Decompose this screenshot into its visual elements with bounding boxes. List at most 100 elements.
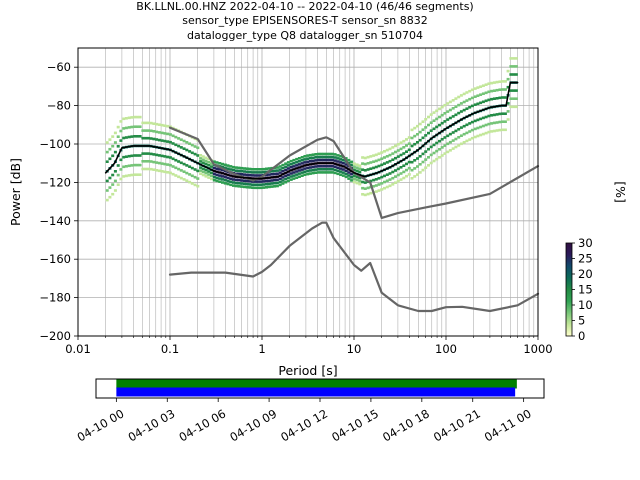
- heatmap-cell: [462, 92, 466, 96]
- heatmap-cell: [319, 168, 323, 171]
- heatmap-cell: [498, 120, 502, 124]
- heatmap-cell: [149, 167, 153, 171]
- heatmap-cell: [308, 153, 312, 157]
- heatmap-cell: [141, 121, 145, 125]
- heatmap-cell: [484, 91, 488, 95]
- heatmap-cell: [188, 142, 192, 145]
- heatmap-cell: [292, 162, 296, 165]
- heatmap-cell: [495, 113, 499, 116]
- heatmap-cell: [358, 164, 362, 167]
- heatmap-cell: [234, 166, 238, 169]
- heatmap-cell: [459, 142, 463, 146]
- heatmap-cell: [138, 173, 142, 176]
- heatmap-cell: [429, 153, 433, 157]
- y-axis-label: Power [dB]: [8, 158, 23, 226]
- heatmap-cell: [177, 137, 181, 140]
- heatmap-cell: [322, 152, 326, 156]
- y-tick-label: −60: [47, 60, 71, 74]
- heatmap-cell: [399, 147, 403, 151]
- heatmap-cell: [438, 156, 441, 159]
- heatmap-cell: [295, 157, 299, 161]
- heatmap-cell: [284, 162, 288, 165]
- heatmap-cell: [413, 159, 417, 162]
- heatmap-cell: [111, 144, 115, 148]
- heatmap-cell: [289, 178, 293, 181]
- heatmap-cell: [127, 126, 131, 129]
- heatmap-cell: [391, 176, 395, 180]
- heatmap-cell: [204, 156, 208, 160]
- heatmap-cell: [418, 155, 422, 158]
- heatmap-cell: [174, 135, 178, 139]
- heatmap-cell: [259, 183, 263, 186]
- heatmap-cell: [418, 171, 422, 174]
- heatmap-cell: [336, 157, 340, 160]
- heatmap-cell: [108, 176, 112, 180]
- heatmap-cell: [328, 158, 332, 162]
- heatmap-cell: [432, 159, 436, 163]
- heatmap-cell: [394, 156, 397, 160]
- heatmap-cell: [133, 135, 137, 138]
- heatmap-cell: [240, 173, 244, 176]
- heatmap-cell: [322, 168, 326, 171]
- heatmap-cell: [380, 175, 384, 179]
- heatmap-cell: [448, 100, 452, 104]
- heatmap-cell: [168, 140, 172, 144]
- heatmap-cell: [119, 158, 123, 162]
- heatmap-cell: [185, 148, 189, 152]
- heatmap-cell: [448, 132, 452, 136]
- heatmap-cell: [157, 138, 161, 142]
- heatmap-cell: [223, 178, 227, 182]
- heatmap-cell: [498, 112, 502, 116]
- heatmap-cell: [245, 185, 249, 189]
- heatmap-cell: [204, 162, 208, 166]
- heatmap-cell: [473, 135, 477, 139]
- heatmap-cell: [295, 164, 299, 167]
- heatmap-cell: [174, 158, 178, 162]
- heatmap-cell: [490, 97, 494, 101]
- heatmap-cell: [333, 159, 337, 162]
- heatmap-cell: [421, 136, 425, 140]
- heatmap-cell: [484, 99, 488, 103]
- heatmap-cell: [201, 161, 205, 164]
- heatmap-cell: [218, 177, 222, 180]
- heatmap-cell: [119, 177, 123, 181]
- heatmap-cell: [130, 164, 134, 167]
- heatmap-cell: [361, 193, 365, 196]
- heatmap-cell: [256, 174, 260, 177]
- heatmap-cell: [333, 168, 337, 172]
- heatmap-cell: [286, 161, 290, 164]
- heatmap-cell: [380, 157, 384, 160]
- heatmap-cell: [454, 105, 458, 108]
- heatmap-cell: [160, 154, 164, 158]
- heatmap-cell: [218, 168, 222, 171]
- heatmap-cell: [306, 157, 310, 160]
- heatmap-cell: [454, 97, 458, 100]
- heatmap-cell: [369, 191, 373, 195]
- heatmap-cell: [462, 124, 466, 128]
- timeline-tick-label: 04-10 06: [176, 406, 228, 444]
- heatmap-cell: [509, 105, 513, 109]
- heatmap-cell: [119, 139, 123, 142]
- heatmap-cell: [248, 186, 252, 189]
- heatmap-cell: [405, 162, 408, 166]
- heatmap-cell: [363, 187, 367, 190]
- heatmap-cell: [149, 152, 153, 156]
- heatmap-cell: [325, 168, 329, 171]
- heatmap-cell: [407, 142, 411, 145]
- heatmap-cell: [160, 123, 164, 127]
- heatmap-cell: [251, 168, 255, 171]
- heatmap-cell: [157, 169, 161, 173]
- heatmap-cell: [311, 159, 315, 163]
- heatmap-cell: [490, 81, 494, 85]
- heatmap-cell: [199, 169, 203, 172]
- heatmap-cell: [177, 160, 181, 163]
- heatmap-cell: [503, 96, 507, 99]
- heatmap-cell: [218, 174, 222, 177]
- heatmap-cell: [432, 151, 436, 155]
- heatmap-cell: [490, 122, 494, 125]
- heatmap-cell: [163, 170, 167, 174]
- heatmap-cell: [487, 114, 491, 118]
- heatmap-cell: [130, 154, 134, 158]
- heatmap-cell: [416, 165, 419, 168]
